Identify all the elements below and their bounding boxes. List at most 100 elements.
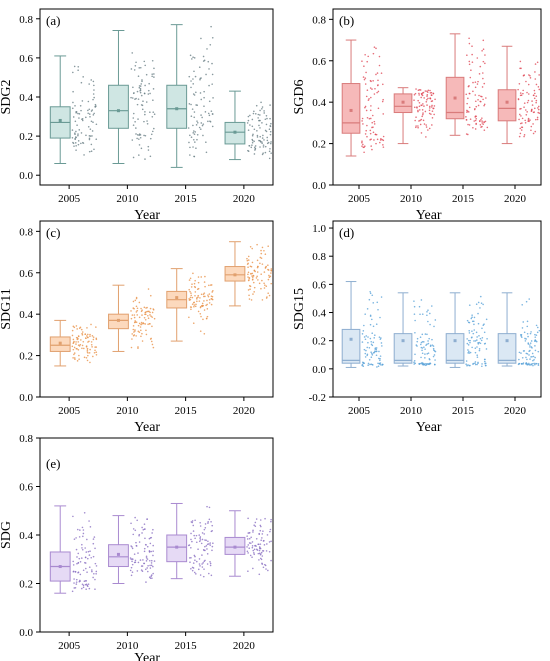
scatter-point: [135, 133, 137, 135]
scatter-point: [259, 119, 261, 122]
mean-marker: [505, 100, 509, 104]
scatter-point: [246, 259, 249, 262]
scatter-point: [530, 356, 532, 358]
scatter-point: [376, 91, 378, 94]
scatter-point: [525, 300, 528, 303]
scatter-point: [365, 95, 368, 98]
mean-marker: [175, 545, 179, 549]
scatter-point: [478, 341, 481, 344]
scatter-point: [523, 102, 526, 104]
scatter-point: [83, 580, 86, 583]
scatter-point: [149, 311, 151, 314]
scatter-point: [264, 151, 267, 154]
scatter-point: [270, 540, 272, 543]
scatter-point: [253, 140, 255, 143]
axes-frame: [39, 220, 274, 398]
scatter-point: [372, 131, 375, 134]
scatter-point: [362, 361, 365, 364]
scatter-point: [465, 116, 467, 118]
scatter-point: [95, 565, 98, 567]
scatter-point: [372, 341, 375, 344]
mean-marker: [116, 318, 120, 322]
y-tick-label: -0.2: [309, 392, 326, 404]
scatter-point: [467, 339, 470, 342]
scatter-point: [251, 261, 254, 264]
scatter-point: [81, 526, 84, 529]
scatter-point: [382, 113, 385, 115]
scatter-point: [265, 123, 268, 126]
scatter-point: [247, 271, 250, 274]
scatter-point: [270, 282, 273, 285]
scatter-point: [379, 359, 381, 362]
scatter-point: [367, 336, 369, 338]
scatter-point: [141, 79, 143, 81]
scatter-point: [87, 100, 90, 103]
scatter-point: [89, 128, 92, 130]
scatter-point: [90, 143, 93, 146]
scatter-point: [422, 113, 424, 116]
scatter-point: [518, 351, 521, 354]
scatter-point: [473, 340, 475, 342]
scatter-point: [131, 560, 133, 563]
scatter-point: [210, 25, 212, 28]
scatter-point: [364, 53, 366, 56]
scatter-point: [146, 518, 148, 520]
scatter-point: [428, 112, 431, 115]
scatter-point: [72, 342, 75, 345]
scatter-point: [72, 564, 75, 566]
scatter-point: [252, 281, 255, 284]
scatter-point: [87, 341, 89, 343]
scatter-point: [134, 120, 136, 123]
scatter-point: [95, 326, 97, 328]
scatter-point: [74, 104, 76, 107]
scatter-point: [145, 581, 147, 583]
scatter-point: [82, 586, 85, 589]
scatter-point: [131, 52, 134, 54]
scatter-point: [256, 549, 259, 551]
scatter-point: [254, 148, 257, 150]
scatter-point: [253, 269, 256, 272]
y-tick-label: 0.2: [19, 351, 33, 363]
scatter-point: [368, 98, 370, 100]
scatter-point: [208, 284, 210, 287]
scatter-point: [468, 92, 471, 95]
scatter-point: [194, 519, 196, 522]
scatter-point: [95, 123, 98, 126]
scatter-point: [429, 323, 431, 326]
scatter-point: [207, 60, 210, 63]
scatter-point: [205, 545, 208, 547]
scatter-point: [192, 567, 195, 569]
scatter-point: [253, 291, 255, 293]
scatter-point: [72, 560, 74, 563]
scatter-point: [373, 93, 376, 95]
scatter-point: [428, 362, 431, 365]
scatter-point: [250, 536, 252, 539]
scatter-point: [418, 105, 421, 108]
scatter-point: [152, 554, 154, 557]
scatter-point: [152, 550, 154, 552]
scatter-point: [149, 92, 151, 95]
scatter-point: [198, 563, 201, 565]
scatter-point: [377, 308, 379, 311]
scatter-point: [90, 341, 93, 343]
scatter-point: [367, 99, 370, 101]
scatter-point: [482, 123, 484, 125]
scatter-point: [258, 573, 261, 576]
scatter-point: [251, 141, 254, 144]
scatter-point: [265, 285, 268, 288]
scatter-point: [153, 67, 155, 70]
scatter-point: [193, 554, 196, 557]
scatter-point: [413, 359, 416, 362]
scatter-point: [132, 325, 135, 327]
scatter-point: [93, 89, 95, 91]
scatter-point: [261, 279, 263, 282]
y-axis-title: SDG15: [292, 288, 307, 330]
scatter-point: [190, 538, 192, 541]
scatter-point: [421, 313, 424, 315]
scatter-point: [247, 517, 249, 520]
scatter-point: [210, 521, 212, 523]
scatter-point: [527, 342, 530, 344]
scatter-point: [199, 525, 202, 527]
scatter-point: [267, 264, 269, 267]
scatter-point: [417, 126, 419, 129]
